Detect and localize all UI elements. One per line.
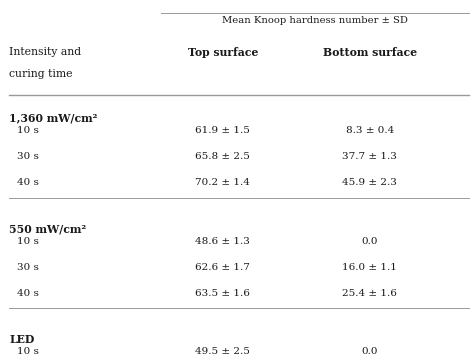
Text: 49.5 ± 2.5: 49.5 ± 2.5 <box>195 348 250 356</box>
Text: Mean Knoop hardness number ± SD: Mean Knoop hardness number ± SD <box>222 16 408 25</box>
Text: LED: LED <box>9 334 35 345</box>
Text: 25.4 ± 1.6: 25.4 ± 1.6 <box>342 289 397 298</box>
Text: 550 mW/cm²: 550 mW/cm² <box>9 223 87 234</box>
Text: Bottom surface: Bottom surface <box>323 47 417 58</box>
Text: 8.3 ± 0.4: 8.3 ± 0.4 <box>346 126 394 135</box>
Text: 40 s: 40 s <box>17 289 38 298</box>
Text: Intensity and: Intensity and <box>9 47 82 57</box>
Text: 0.0: 0.0 <box>362 237 378 246</box>
Text: 10 s: 10 s <box>17 126 38 135</box>
Text: 16.0 ± 1.1: 16.0 ± 1.1 <box>342 263 397 272</box>
Text: 0.0: 0.0 <box>362 348 378 356</box>
Text: 48.6 ± 1.3: 48.6 ± 1.3 <box>195 237 250 246</box>
Text: 40 s: 40 s <box>17 178 38 187</box>
Text: 70.2 ± 1.4: 70.2 ± 1.4 <box>195 178 250 187</box>
Text: 62.6 ± 1.7: 62.6 ± 1.7 <box>195 263 250 272</box>
Text: Top surface: Top surface <box>188 47 258 58</box>
Text: 10 s: 10 s <box>17 237 38 246</box>
Text: 45.9 ± 2.3: 45.9 ± 2.3 <box>342 178 397 187</box>
Text: 30 s: 30 s <box>17 263 38 272</box>
Text: curing time: curing time <box>9 69 73 79</box>
Text: 63.5 ± 1.6: 63.5 ± 1.6 <box>195 289 250 298</box>
Text: 65.8 ± 2.5: 65.8 ± 2.5 <box>195 152 250 161</box>
Text: 37.7 ± 1.3: 37.7 ± 1.3 <box>342 152 397 161</box>
Text: 1,360 mW/cm²: 1,360 mW/cm² <box>9 113 98 123</box>
Text: 61.9 ± 1.5: 61.9 ± 1.5 <box>195 126 250 135</box>
Text: 30 s: 30 s <box>17 152 38 161</box>
Text: 10 s: 10 s <box>17 348 38 356</box>
